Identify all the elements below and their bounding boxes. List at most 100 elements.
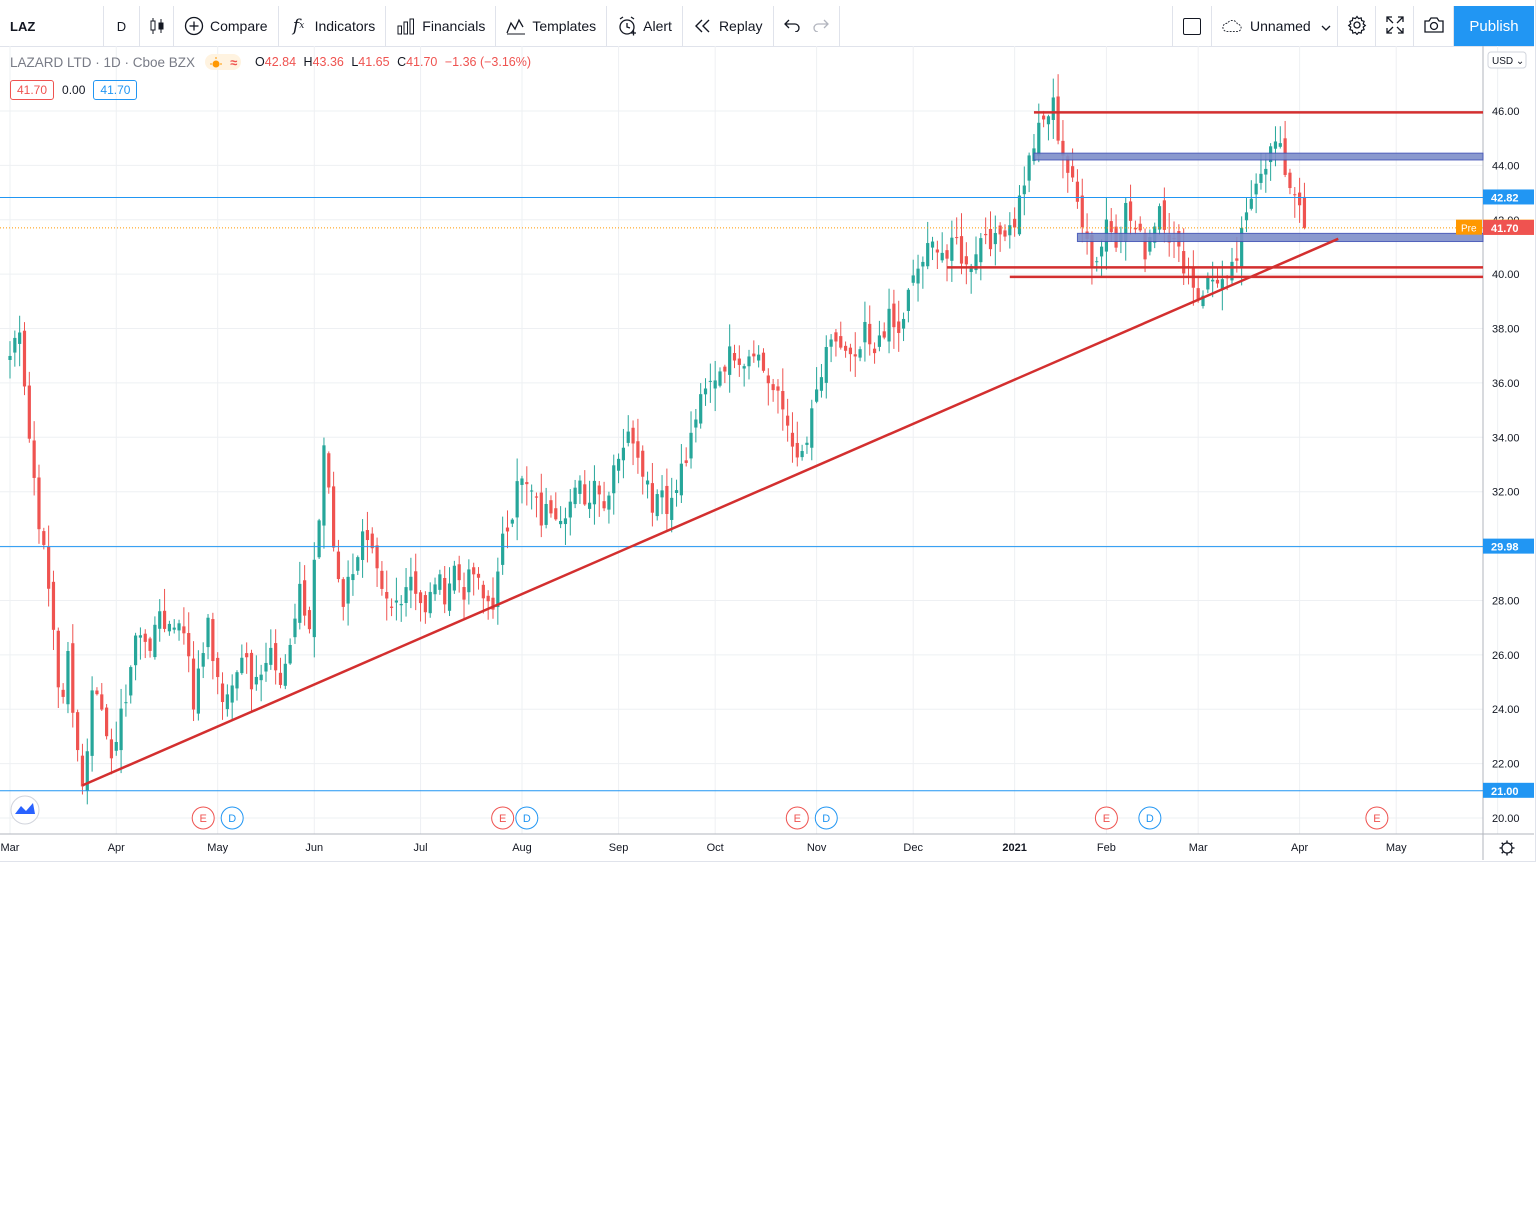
candle (752, 340, 756, 363)
candle-body (245, 653, 249, 658)
axis-settings-gear-icon[interactable] (1499, 840, 1515, 856)
candle-body (935, 249, 939, 253)
fullscreen-button[interactable] (1376, 6, 1414, 46)
candle-body (723, 366, 727, 372)
candle (467, 559, 471, 605)
candle (1138, 216, 1142, 233)
candle-body (1090, 235, 1094, 267)
dividend-marker[interactable]: D (515, 806, 539, 830)
candle-body (573, 487, 577, 505)
candle (858, 346, 862, 362)
earnings-marker[interactable]: E (1365, 806, 1389, 830)
candle (810, 399, 814, 461)
alert-button[interactable]: Alert (607, 6, 683, 46)
earnings-marker[interactable]: E (785, 806, 809, 830)
candle (1254, 173, 1258, 214)
dividend-marker[interactable]: D (1138, 806, 1162, 830)
earnings-marker[interactable]: E (1094, 806, 1118, 830)
candle (1051, 78, 1055, 139)
candle (356, 555, 360, 575)
candle (71, 624, 75, 728)
candle (274, 629, 278, 685)
candle (476, 567, 481, 590)
candle-body (930, 241, 935, 248)
candle-body (530, 490, 534, 492)
chevron-down-icon (1321, 18, 1331, 34)
ask-badge[interactable]: 41.70 (93, 80, 138, 100)
interval-button[interactable]: D (104, 6, 140, 46)
earnings-marker[interactable]: E (491, 806, 515, 830)
settings-button[interactable] (1338, 6, 1376, 46)
price-label-hline: 29.98 (1483, 538, 1534, 554)
expand-icon (1385, 15, 1404, 37)
candle-body (385, 591, 389, 599)
candle-body (815, 389, 819, 402)
candle (969, 263, 973, 294)
candle (1283, 120, 1287, 178)
candle-body (728, 346, 732, 375)
symbol-search-button[interactable]: LAZ (0, 6, 104, 46)
candle (346, 560, 350, 626)
candle (583, 470, 587, 506)
templates-button[interactable]: Templates (496, 6, 608, 46)
candle (819, 363, 824, 398)
replay-button[interactable]: Replay (683, 6, 774, 46)
earnings-marker[interactable]: E (191, 806, 215, 830)
candle (182, 607, 186, 645)
candle (505, 510, 510, 549)
candle (559, 506, 563, 529)
marker-label: D (1146, 813, 1154, 825)
dividend-marker[interactable]: D (220, 806, 244, 830)
candle (1157, 203, 1162, 236)
publish-button[interactable]: Publish (1454, 6, 1534, 46)
candle (674, 479, 679, 507)
price-label-hline: 21.00 (1483, 782, 1534, 798)
candle-body (162, 610, 167, 629)
marker-circle (1138, 806, 1162, 830)
compare-label: Compare (210, 18, 268, 34)
candle-body (612, 465, 616, 494)
candle (32, 421, 36, 496)
snapshot-button[interactable] (1414, 6, 1454, 46)
alarm-clock-icon (617, 16, 637, 36)
candle (926, 221, 930, 270)
redo-icon[interactable] (812, 18, 829, 35)
candle-body (129, 667, 133, 696)
candle-body (670, 497, 674, 520)
candle-body (689, 432, 693, 459)
bid-badge[interactable]: 41.70 (10, 80, 55, 100)
fullscreen-select-button[interactable] (1172, 6, 1212, 46)
candle (616, 453, 621, 484)
chart-style-button[interactable] (140, 6, 174, 46)
candle (481, 580, 485, 614)
currency-selector[interactable]: USD ⌄ (1487, 51, 1527, 69)
candle (728, 324, 732, 393)
candle (1196, 275, 1200, 303)
candle-body (418, 592, 423, 604)
trend-line (81, 237, 1339, 787)
candle-body (834, 332, 838, 342)
compare-button[interactable]: Compare (174, 6, 279, 46)
candle-body (1206, 276, 1210, 290)
open-value: 42.84 (264, 55, 297, 69)
candle-body (501, 533, 505, 565)
undo-icon[interactable] (783, 18, 800, 35)
dividend-marker[interactable]: D (814, 806, 838, 830)
financials-button[interactable]: Financials (386, 6, 497, 46)
layout-menu-button[interactable]: Unnamed (1212, 6, 1338, 46)
candle-body (776, 386, 780, 391)
candle-body (534, 496, 539, 498)
price-chart[interactable]: 20.0022.0024.0026.0028.0030.0032.0034.00… (0, 46, 1534, 860)
candle (418, 589, 423, 622)
candle-body (177, 623, 181, 631)
candle (984, 217, 988, 245)
support-zone-rectangle (1076, 232, 1484, 243)
candle (757, 345, 761, 368)
candle (312, 542, 316, 658)
candle-body (988, 228, 993, 250)
marker-label: D (822, 813, 830, 825)
candle (327, 451, 331, 494)
candle-body (220, 683, 225, 703)
